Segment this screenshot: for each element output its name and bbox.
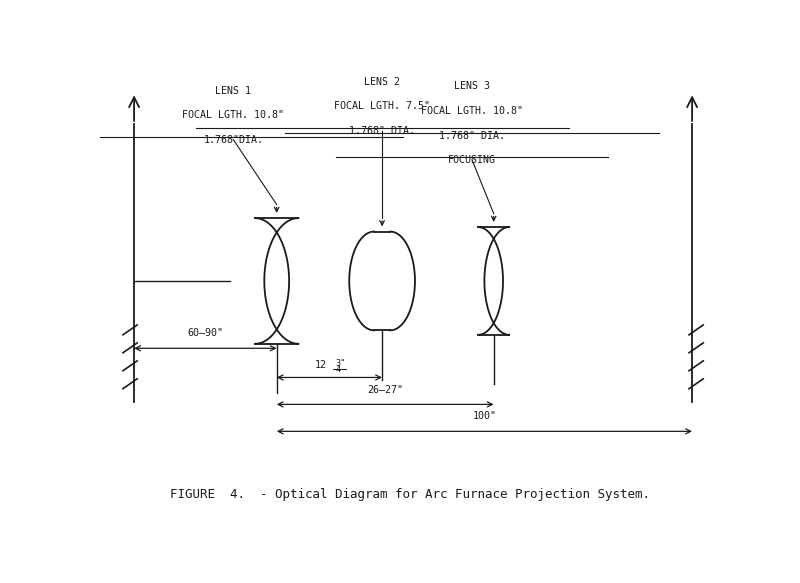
Text: 4: 4 [336, 366, 341, 374]
Polygon shape [350, 231, 415, 331]
Text: 1.768" DIA.: 1.768" DIA. [349, 126, 415, 136]
Text: LENS 3: LENS 3 [454, 81, 490, 91]
Polygon shape [255, 218, 298, 344]
Text: FOCAL LGTH. 7.5": FOCAL LGTH. 7.5" [334, 101, 430, 111]
Text: FOCUSING: FOCUSING [448, 155, 496, 165]
Polygon shape [478, 227, 510, 335]
Text: LENS 1: LENS 1 [215, 86, 251, 96]
Text: LENS 2: LENS 2 [364, 77, 400, 87]
Text: 1.768" DIA.: 1.768" DIA. [439, 131, 505, 141]
Text: 26–27": 26–27" [367, 385, 403, 395]
Text: 12: 12 [314, 360, 326, 370]
Text: 60–90": 60–90" [187, 328, 223, 338]
Text: FOCAL LGTH. 10.8": FOCAL LGTH. 10.8" [421, 106, 523, 116]
Text: FOCAL LGTH. 10.8": FOCAL LGTH. 10.8" [182, 110, 284, 120]
Text: 100": 100" [472, 412, 496, 422]
Text: 3": 3" [336, 359, 346, 368]
Text: 1.768"DIA.: 1.768"DIA. [203, 135, 263, 145]
Text: FIGURE  4.  - Optical Diagram for Arc Furnace Projection System.: FIGURE 4. - Optical Diagram for Arc Furn… [170, 488, 650, 501]
